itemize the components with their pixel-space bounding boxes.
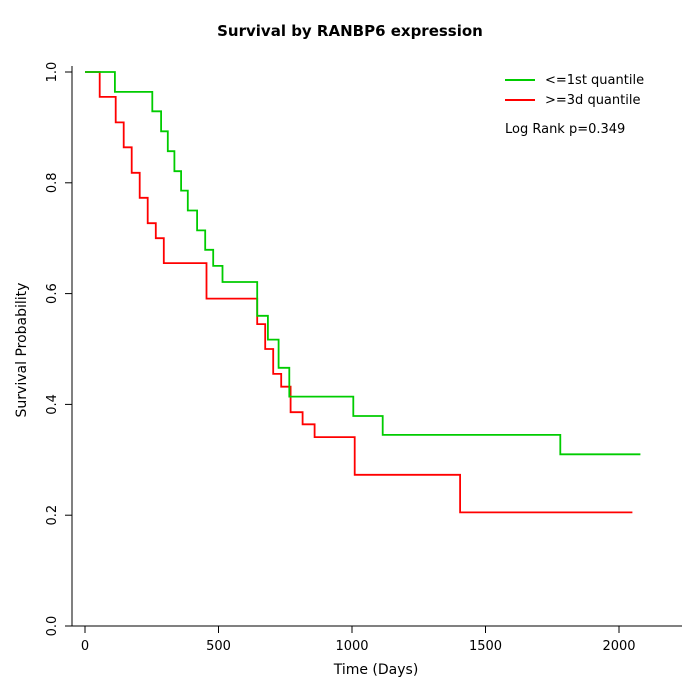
legend-label-third-quantile: >=3d quantile bbox=[545, 92, 641, 108]
legend-item-first-quantile: <=1st quantile bbox=[505, 70, 644, 90]
svg-text:0.4: 0.4 bbox=[45, 394, 60, 415]
legend-item-third-quantile: >=3d quantile bbox=[505, 90, 644, 110]
svg-text:1500: 1500 bbox=[469, 639, 502, 654]
x-axis-label: Time (Days) bbox=[333, 662, 419, 678]
legend-label-first-quantile: <=1st quantile bbox=[545, 72, 645, 88]
y-axis-label: Survival Probability bbox=[14, 282, 30, 418]
svg-text:0.6: 0.6 bbox=[45, 283, 60, 304]
log-rank-pvalue: Log Rank p=0.349 bbox=[505, 122, 626, 137]
svg-text:0: 0 bbox=[81, 639, 89, 654]
svg-text:2000: 2000 bbox=[602, 639, 635, 654]
svg-text:0.2: 0.2 bbox=[45, 505, 60, 526]
green-line-swatch-icon bbox=[505, 79, 535, 81]
legend: <=1st quantile >=3d quantile Log Rank p=… bbox=[505, 70, 644, 137]
svg-text:500: 500 bbox=[206, 639, 231, 654]
page-title: Survival by RANBP6 expression bbox=[217, 22, 483, 40]
svg-text:1000: 1000 bbox=[335, 639, 368, 654]
svg-text:1.0: 1.0 bbox=[45, 62, 60, 83]
svg-text:0.0: 0.0 bbox=[45, 616, 60, 637]
red-line-swatch-icon bbox=[505, 99, 535, 101]
svg-text:0.8: 0.8 bbox=[45, 172, 60, 193]
